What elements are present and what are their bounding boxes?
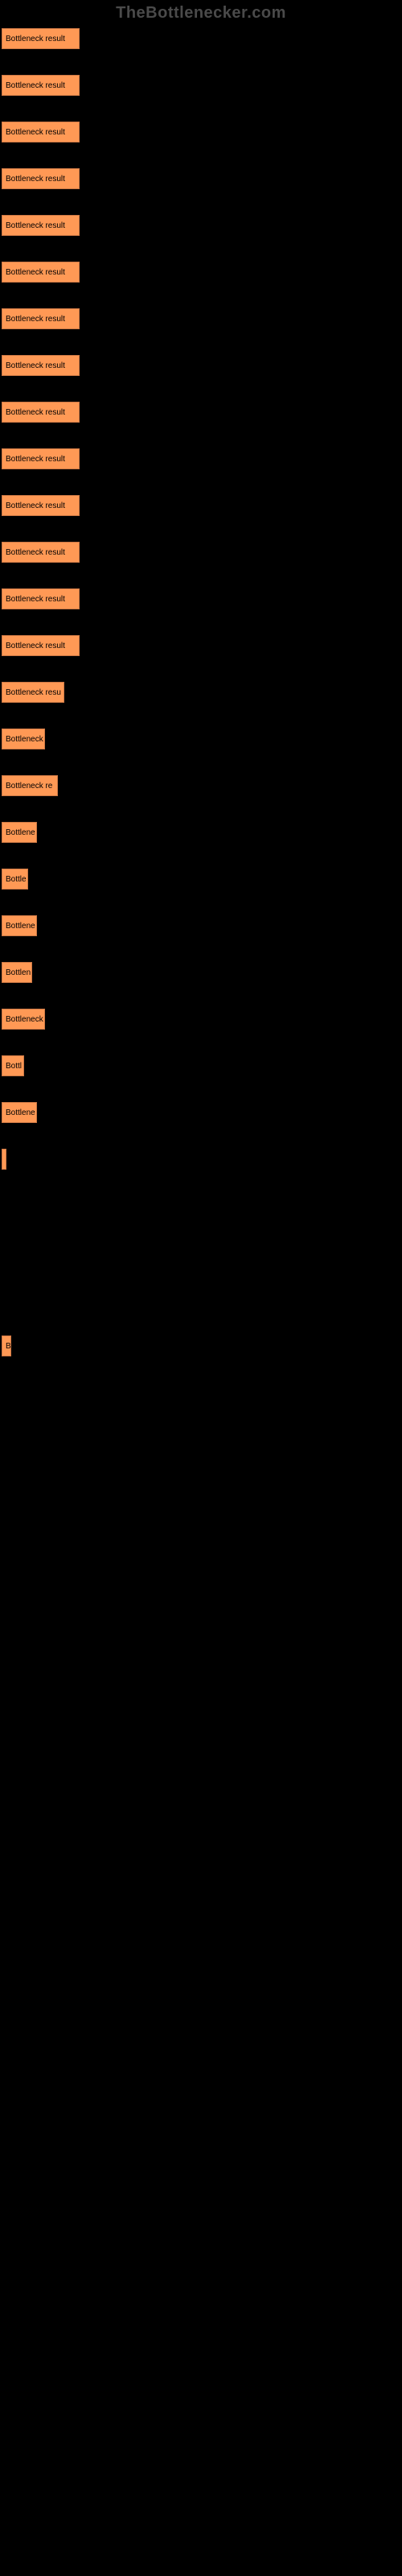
- bar-row: Bottleneck result: [2, 215, 402, 236]
- bar-row: [2, 1149, 402, 1170]
- bar: Bottl: [2, 1055, 24, 1076]
- bar-row: [2, 1569, 402, 1590]
- bar: Bottleneck: [2, 1009, 45, 1030]
- bar-row: [2, 2503, 402, 2524]
- bar-row: [2, 2036, 402, 2057]
- bar-row: Bottleneck: [2, 729, 402, 749]
- bar-row: Bottleneck result: [2, 635, 402, 656]
- bar-row: [2, 2223, 402, 2244]
- bar-row: [2, 1662, 402, 1683]
- bar: Bottleneck: [2, 729, 45, 749]
- bar: Bottleneck result: [2, 308, 80, 329]
- bar: Bottleneck result: [2, 75, 80, 96]
- bar: Bottlene: [2, 1102, 37, 1123]
- bar-row: B: [2, 1335, 402, 1356]
- bar-row: [2, 1896, 402, 1917]
- bar-row: [2, 1616, 402, 1637]
- bar-row: [2, 1989, 402, 2010]
- bar-row: [2, 2083, 402, 2103]
- bar-row: Bottlen: [2, 962, 402, 983]
- bar-row: Bottleneck result: [2, 75, 402, 96]
- bar: Bottleneck result: [2, 448, 80, 469]
- bar-row: Bottleneck result: [2, 542, 402, 563]
- bar-row: [2, 1942, 402, 1963]
- bar: B: [2, 1335, 11, 1356]
- bar-row: Bottleneck result: [2, 122, 402, 142]
- bar-row: [2, 2176, 402, 2197]
- bar-row: [2, 1195, 402, 1216]
- bar-row: Bottleneck: [2, 1009, 402, 1030]
- bar: Bottle: [2, 869, 28, 890]
- bar-row: Bottlene: [2, 822, 402, 843]
- bar-row: [2, 2269, 402, 2290]
- bar-row: [2, 1382, 402, 1403]
- bar-row: Bottleneck result: [2, 402, 402, 423]
- bar: Bottleneck result: [2, 215, 80, 236]
- bar-row: [2, 1242, 402, 1263]
- bar-row: Bottleneck resu: [2, 682, 402, 703]
- bar-row: Bottleneck result: [2, 355, 402, 376]
- bar: Bottlen: [2, 962, 32, 983]
- bar-row: Bottlene: [2, 1102, 402, 1123]
- bar: Bottlene: [2, 822, 37, 843]
- bar: Bottleneck result: [2, 262, 80, 283]
- bar-row: [2, 1756, 402, 1777]
- bar: Bottleneck result: [2, 28, 80, 49]
- bar-row: [2, 1476, 402, 1496]
- bar-row: Bottleneck result: [2, 495, 402, 516]
- bar-row: Bottleneck re: [2, 775, 402, 796]
- bar-row: [2, 1289, 402, 1310]
- bar: Bottleneck result: [2, 122, 80, 142]
- bar-row: Bottleneck result: [2, 448, 402, 469]
- bar-row: [2, 1849, 402, 1870]
- bar-row: Bottleneck result: [2, 308, 402, 329]
- bar-row: [2, 2129, 402, 2150]
- bar-row: Bottleneck result: [2, 28, 402, 49]
- bar-row: [2, 1429, 402, 1450]
- bar: Bottleneck result: [2, 588, 80, 609]
- bar-row: [2, 2363, 402, 2384]
- bar: Bottleneck re: [2, 775, 58, 796]
- watermark-text: TheBottlenecker.com: [116, 4, 286, 23]
- bar: Bottleneck resu: [2, 682, 64, 703]
- bar: Bottleneck result: [2, 355, 80, 376]
- bar: Bottleneck result: [2, 635, 80, 656]
- bar-row: [2, 2456, 402, 2477]
- bar-row: [2, 2316, 402, 2337]
- bar-row: Bottleneck result: [2, 262, 402, 283]
- bar: Bottleneck result: [2, 542, 80, 563]
- bar-row: Bottle: [2, 869, 402, 890]
- bar: Bottleneck result: [2, 168, 80, 189]
- bar: Bottlene: [2, 915, 37, 936]
- bar: [2, 1149, 6, 1170]
- bar-row: Bottleneck result: [2, 168, 402, 189]
- bar: Bottleneck result: [2, 402, 80, 423]
- bar-row: Bottl: [2, 1055, 402, 1076]
- bar-row: Bottleneck result: [2, 588, 402, 609]
- bar: Bottleneck result: [2, 495, 80, 516]
- bar-row: [2, 1522, 402, 1543]
- chart-container: Bottleneck result Bottleneck result Bottle…: [0, 0, 402, 2524]
- bar-row: [2, 2409, 402, 2430]
- bar-row: Bottlene: [2, 915, 402, 936]
- bar-row: [2, 1709, 402, 1730]
- bar-row: [2, 1802, 402, 1823]
